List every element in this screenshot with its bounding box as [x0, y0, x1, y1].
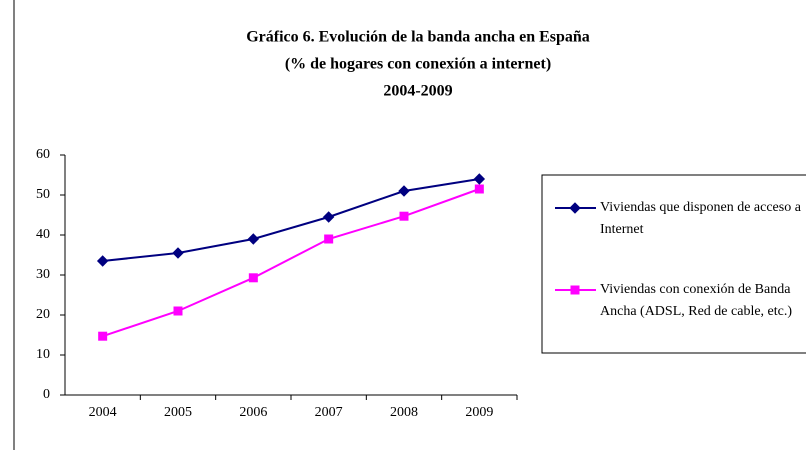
y-tick-label: 0 [43, 387, 50, 402]
legend-marker [569, 202, 581, 214]
x-tick-label: 2005 [164, 405, 192, 420]
legend-label: Viviendas con conexión de Banda Ancha (A… [600, 282, 793, 319]
data-point [324, 234, 334, 244]
x-tick-label: 2008 [390, 405, 418, 420]
data-point [473, 173, 486, 185]
chart-title: (% de hogares con conexión a internet) [285, 56, 551, 73]
y-tick-label: 20 [36, 307, 50, 322]
data-point [248, 273, 258, 283]
data-point [399, 211, 409, 221]
y-tick-label: 40 [36, 227, 50, 242]
data-point [474, 184, 484, 194]
data-point [173, 306, 183, 316]
legend-box [541, 174, 806, 354]
data-point [398, 185, 410, 197]
x-tick-label: 2007 [315, 405, 343, 420]
chart-title: 2004-2009 [383, 83, 452, 100]
x-tick-label: 2006 [239, 405, 267, 420]
x-tick-label: 2004 [89, 405, 117, 420]
legend-label: Viviendas que disponen de acceso a Inter… [600, 200, 801, 237]
series-line [102, 178, 480, 262]
data-point [172, 247, 184, 259]
data-point [98, 331, 108, 341]
y-tick-label: 60 [36, 147, 50, 162]
y-tick-label: 50 [36, 187, 50, 202]
y-tick-label: 10 [36, 347, 50, 362]
data-point [247, 233, 260, 245]
chart-title: Gráfico 6. Evolución de la banda ancha e… [246, 29, 590, 46]
x-tick-label: 2009 [465, 405, 493, 420]
series-line [102, 188, 480, 338]
y-tick-label: 30 [36, 267, 50, 282]
data-point [96, 255, 109, 267]
legend-marker [570, 285, 580, 295]
data-point [322, 211, 335, 223]
